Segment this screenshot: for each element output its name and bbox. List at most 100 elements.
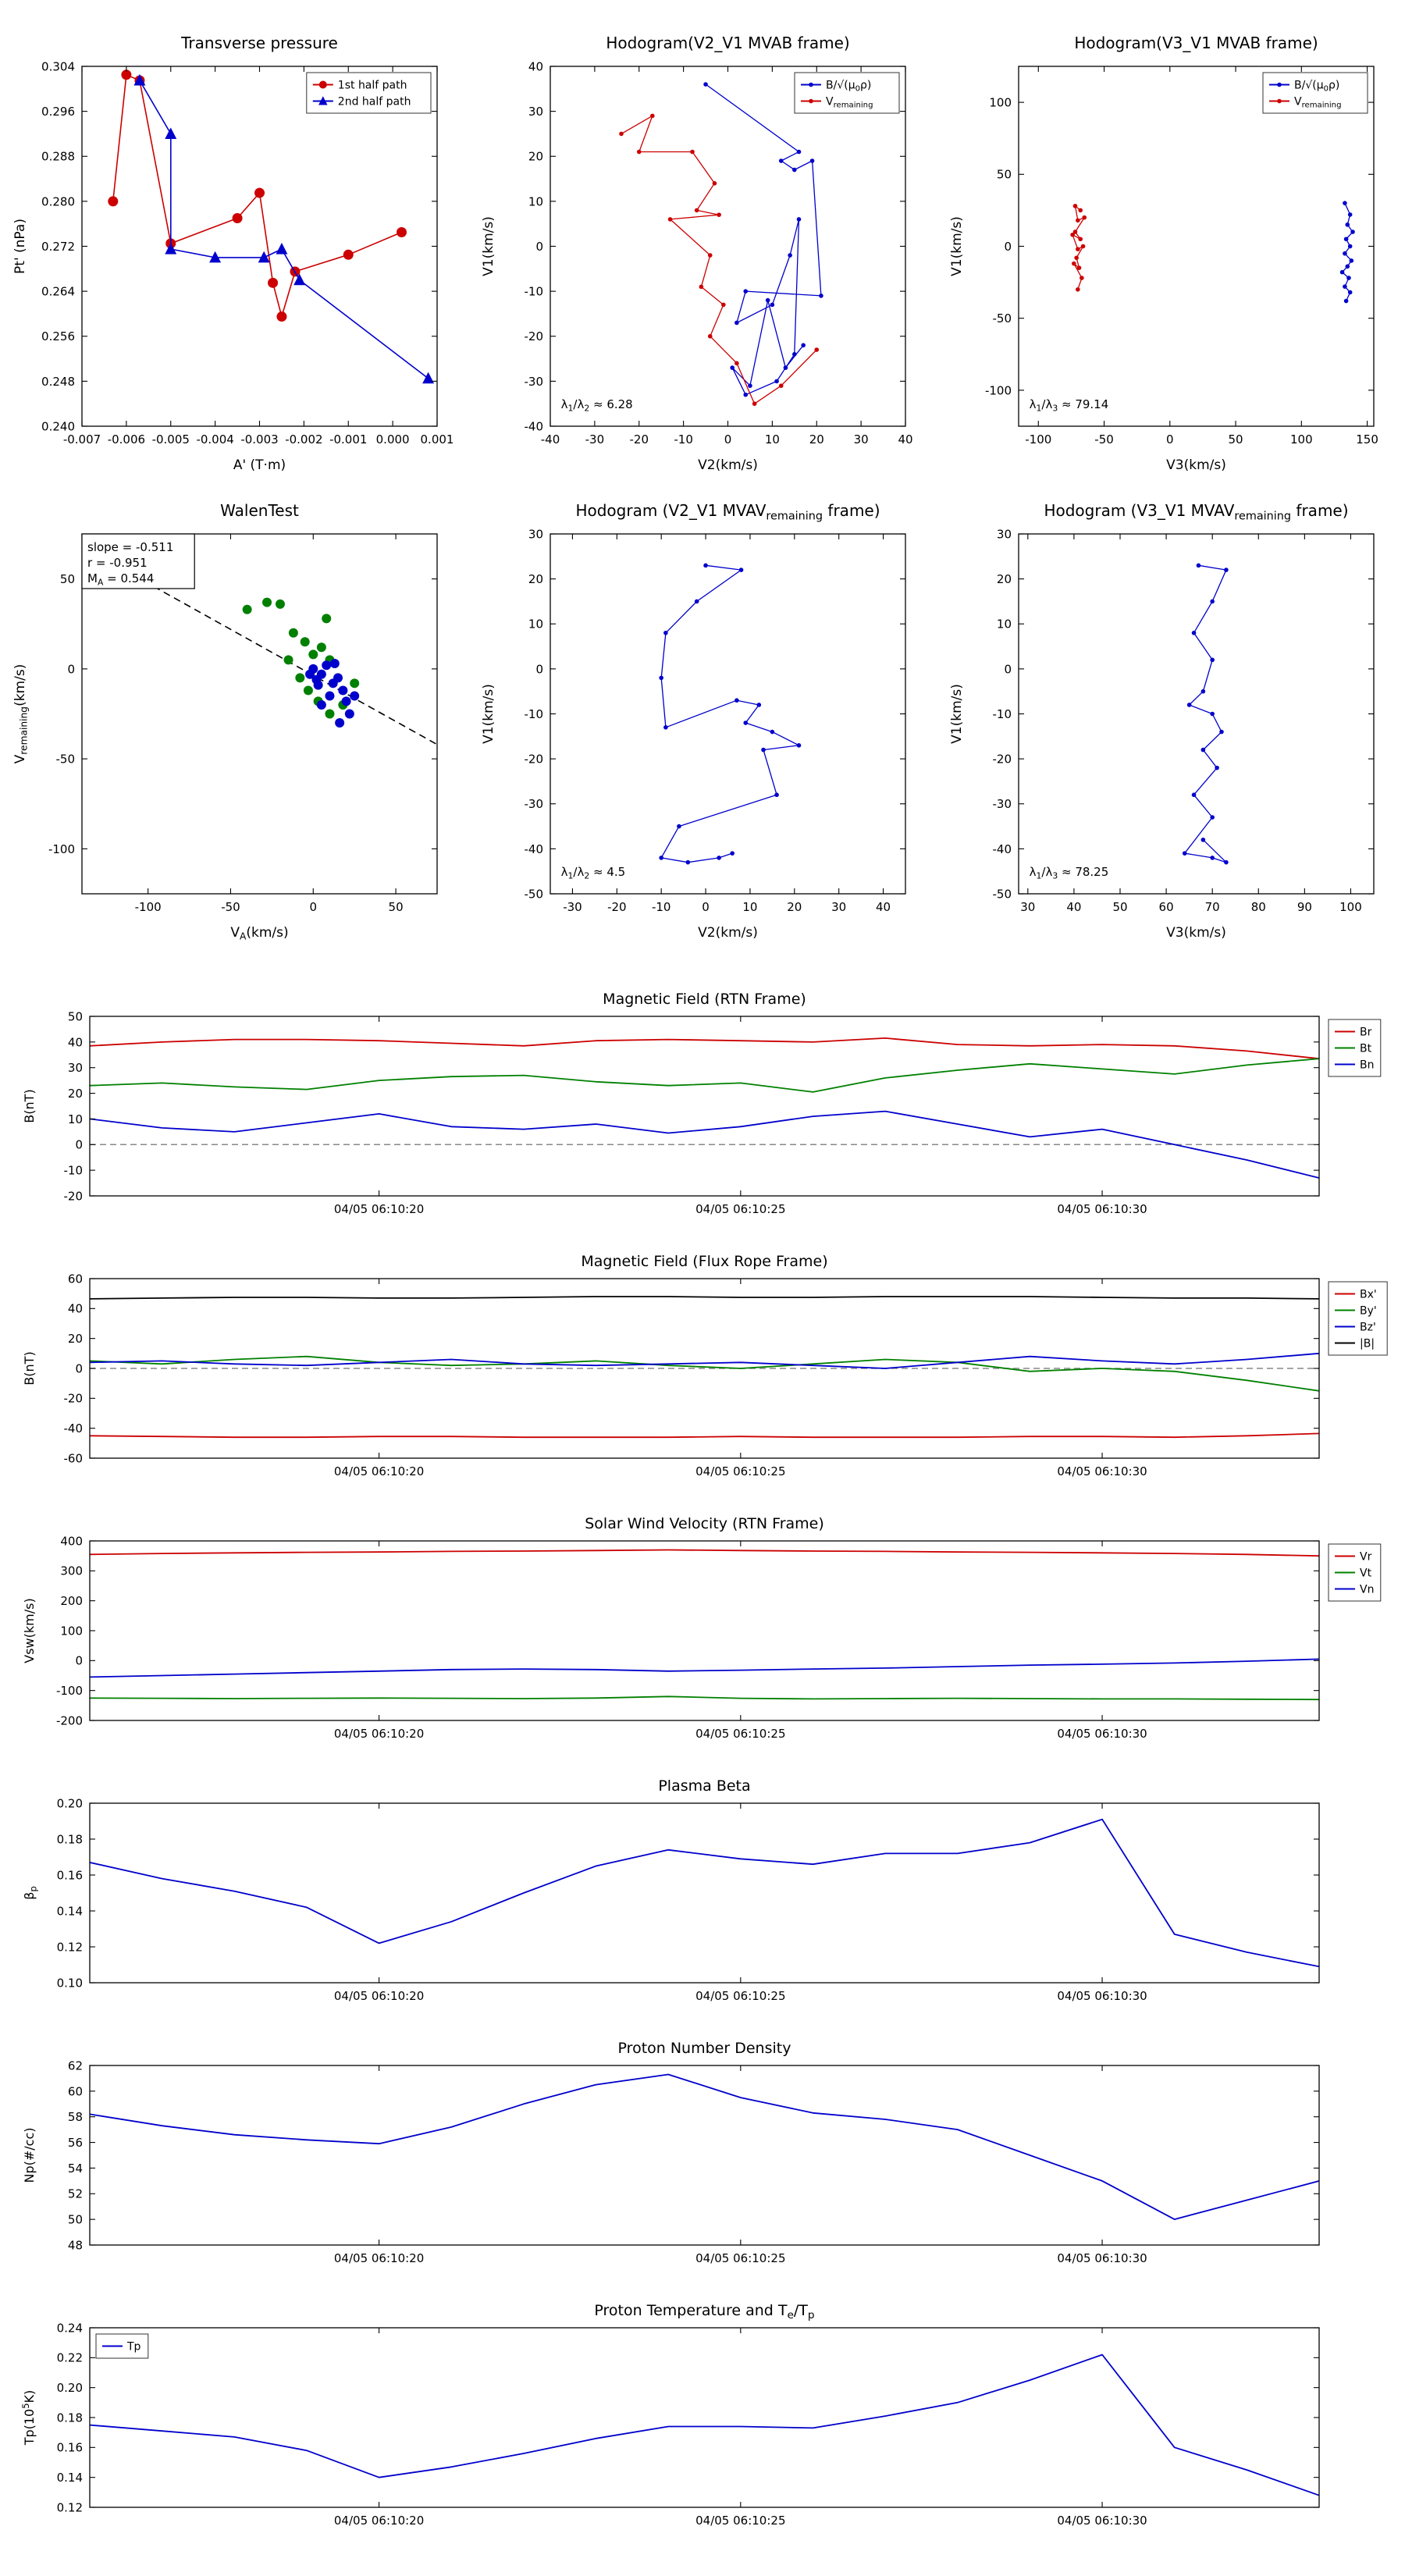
x-tick-label: -20: [607, 900, 627, 914]
series-blue-path: [1182, 563, 1229, 865]
chart-svg-hodogram-v2v1-mvab: -40 -30 -20 -10 0 10 20 30 40 -40 -30 -20 -10 0 10 20 30…: [481, 34, 913, 473]
chart-svg-hodogram-v3v1-mvab: -100 -50 0 50 100 150 -100 -50 0 50 100 Hodogram(V3…: [949, 34, 1378, 473]
x-tick-label: 0: [1166, 432, 1174, 447]
y-tick-label: 0.14: [57, 1904, 83, 1918]
legend-label: Vr: [1360, 1551, 1372, 1564]
y-tick-label: 0.256: [41, 329, 75, 343]
legend: Tp: [95, 2333, 149, 2359]
legend-label: Vremaining: [1294, 96, 1341, 110]
x-tick-label: 40: [876, 900, 891, 914]
x-tick-label: -0.005: [152, 432, 190, 447]
series-b-over-sqrt-mu0rho: [703, 82, 823, 397]
y-tick-label: -100: [56, 1684, 83, 1698]
y-tick-label: 50: [68, 1009, 83, 1023]
y-tick-label: -20: [64, 1189, 84, 1203]
x-axis-label: VA(km/s): [230, 925, 288, 942]
x-tick-label: 04/05 06:10:25: [695, 1989, 785, 2003]
chart-hodogram-v2v1-mvav: -30 -20 -10 0 10 20 30 40 -50 -40 -30 -20 -10 0 10 20 30…: [468, 491, 937, 959]
legend-label: Br: [1360, 1026, 1372, 1039]
y-tick-label: 0.264: [41, 285, 75, 299]
x-tick-label: 40: [1066, 900, 1081, 914]
legend-label: Bt: [1360, 1043, 1372, 1055]
plot-area: [90, 2073, 1319, 2221]
x-tick-label: 10: [742, 900, 757, 914]
x-tick-label: 04/05 06:10:30: [1057, 2251, 1147, 2265]
chart-title: Proton Temperature and Te/Tp: [594, 2302, 814, 2322]
y-tick-label: 10: [528, 194, 543, 208]
x-tick-label: -10: [674, 432, 693, 447]
y-tick-label: -200: [56, 1713, 83, 1727]
chart-title: Plasma Beta: [658, 1777, 750, 1795]
legend-label: 1st half path: [338, 80, 407, 92]
legend-label: 2nd half path: [338, 96, 411, 109]
y-tick-label: 0.12: [57, 2500, 83, 2514]
x-tick-label: 10: [765, 432, 780, 447]
y-tick-label: 50: [997, 168, 1012, 182]
x-tick-label: 70: [1205, 900, 1220, 914]
x-tick-label: 04/05 06:10:20: [334, 2251, 424, 2265]
annotation: λ1/λ3 ≈ 79.14: [1030, 397, 1109, 413]
x-tick-label: 04/05 06:10:30: [1057, 2514, 1147, 2528]
x-tick-label: 04/05 06:10:30: [1057, 1727, 1147, 1741]
x-tick-label: -0.003: [240, 432, 278, 447]
y-tick-label: 0: [75, 1654, 83, 1668]
y-tick-label: 0.10: [57, 1976, 83, 1990]
chart-title: Hodogram(V3_V1 MVAB frame): [1074, 34, 1318, 52]
x-tick-label: -100: [1025, 432, 1051, 447]
series-walen-fit-line: [82, 546, 437, 745]
plot-area: [1070, 201, 1355, 304]
y-tick-label: 0.20: [57, 2381, 83, 2395]
y-tick-label: 0.22: [57, 2351, 83, 2365]
plot-area: [90, 2354, 1319, 2496]
y-tick-label: 0.24: [57, 2321, 83, 2335]
chart-magnetic-field-rtn: 04/05 06:10:20 04/05 06:10:25 04/05 06:10:…: [0, 988, 1405, 1251]
x-tick-label: 04/05 06:10:20: [334, 1464, 424, 1478]
y-tick-label: -100: [985, 383, 1012, 397]
y-tick-label: 40: [68, 1035, 83, 1049]
x-axis-label: A' (T·m): [233, 457, 286, 473]
x-tick-label: 0: [702, 900, 710, 914]
y-tick-label: 0.18: [57, 1832, 83, 1846]
y-tick-label: 0.280: [41, 194, 75, 208]
y-tick-label: 0: [75, 1361, 83, 1375]
y-axis-label: V1(km/s): [949, 216, 965, 276]
y-tick-label: -10: [993, 707, 1012, 721]
y-tick-label: 200: [60, 1594, 83, 1608]
y-tick-label: 0: [67, 662, 75, 676]
y-axis-label: Np(#/cc): [22, 2128, 37, 2183]
y-tick-label: -50: [56, 753, 76, 767]
chart-title: Magnetic Field (RTN Frame): [603, 991, 806, 1008]
plot-area: [619, 82, 823, 406]
chart-svg-hodogram-v2v1-mvav: -30 -20 -10 0 10 20 30 40 -50 -40 -30 -20 -10 0 10 20 30…: [481, 501, 906, 941]
y-tick-label: -50: [993, 311, 1012, 326]
y-axis-label: B(nT): [22, 1351, 37, 1385]
chart-svg-magnetic-field-flux-rope: 04/05 06:10:20 04/05 06:10:25 04/05 06:10:…: [22, 1253, 1388, 1478]
y-tick-label: 58: [68, 2110, 83, 2124]
y-tick-label: 0.20: [57, 1796, 83, 1810]
y-axis-label: V1(km/s): [481, 216, 496, 276]
x-tick-label: -0.002: [285, 432, 322, 447]
series-v-remaining: [619, 113, 820, 406]
axes: -30 -20 -10 0 10 20 30 40 -50 -40 -30 -20 -10 0 10 20 30: [525, 527, 905, 914]
y-tick-label: 30: [997, 527, 1012, 541]
x-tick-label: 50: [1112, 900, 1127, 914]
chart-svg-plasma-beta: 04/05 06:10:20 04/05 06:10:25 04/05 06:10:…: [22, 1777, 1320, 2003]
y-tick-label: 0.304: [41, 59, 75, 73]
chart-title: Solar Wind Velocity (RTN Frame): [585, 1515, 824, 1532]
x-tick-label: -30: [585, 432, 605, 447]
series-br: [90, 1037, 1319, 1060]
x-tick-label: 04/05 06:10:30: [1057, 1989, 1147, 2003]
legend-label: B/√(μ0ρ): [1294, 80, 1339, 94]
y-tick-label: -40: [525, 419, 544, 433]
series-vt: [90, 1695, 1319, 1701]
annotation: λ1/λ2 ≈ 6.28: [561, 397, 633, 413]
y-tick-label: -20: [993, 753, 1012, 767]
chart-hodogram-v3v1-mvab: -100 -50 0 50 100 150 -100 -50 0 50 100 Hodogram(V3…: [937, 23, 1405, 491]
axes: -100 -50 0 50 -100 -50 0 50: [48, 534, 437, 914]
stats-line: slope = -0.511: [87, 540, 173, 554]
x-tick-label: 0: [310, 900, 318, 914]
y-tick-label: 400: [60, 1534, 83, 1548]
y-tick-label: 50: [68, 2213, 83, 2227]
x-tick-label: -0.006: [108, 432, 145, 447]
chart-svg-proton-temperature: 04/05 06:10:20 04/05 06:10:25 04/05 06:10:…: [20, 2302, 1320, 2528]
